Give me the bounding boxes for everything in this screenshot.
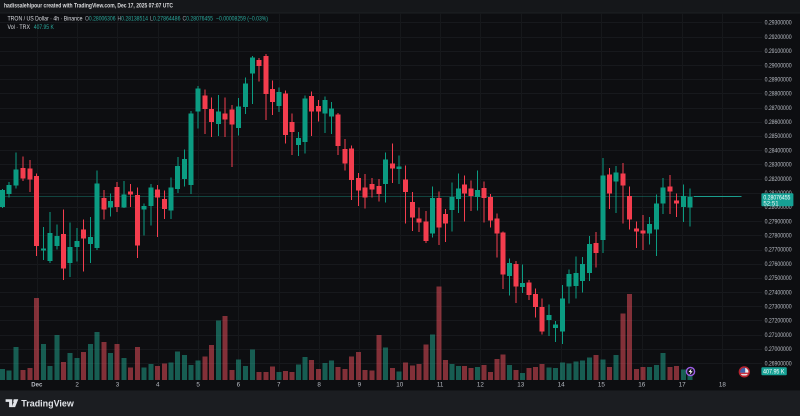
svg-text:TRON / US Dollar · 4h · Binanc: TRON / US Dollar · 4h · Binance bbox=[8, 16, 83, 23]
svg-text:Vol · TRX: Vol · TRX bbox=[8, 24, 31, 31]
svg-text:O0.28006306: O0.28006306 bbox=[85, 16, 116, 23]
svg-text:15: 15 bbox=[598, 382, 606, 389]
svg-text:0.28900000: 0.28900000 bbox=[765, 77, 792, 84]
svg-text:17: 17 bbox=[679, 382, 687, 389]
svg-text:12: 12 bbox=[477, 382, 485, 389]
svg-text:2: 2 bbox=[75, 382, 79, 389]
svg-text:0.27200000: 0.27200000 bbox=[765, 318, 792, 325]
svg-text:0.27800000: 0.27800000 bbox=[765, 233, 792, 240]
svg-text:10: 10 bbox=[396, 382, 404, 389]
svg-text:407.95 K: 407.95 K bbox=[34, 24, 55, 31]
svg-text:H0.28138514: H0.28138514 bbox=[118, 16, 149, 23]
svg-text:0.28300000: 0.28300000 bbox=[765, 162, 792, 169]
svg-text:0.27700000: 0.27700000 bbox=[765, 247, 792, 254]
svg-text:0.28400000: 0.28400000 bbox=[765, 147, 792, 154]
svg-text:C0.28076455: C0.28076455 bbox=[183, 16, 214, 23]
svg-text:0.27400000: 0.27400000 bbox=[765, 289, 792, 296]
svg-text:0.28200000: 0.28200000 bbox=[765, 176, 792, 183]
svg-text:0.28700000: 0.28700000 bbox=[765, 105, 792, 112]
svg-text:4: 4 bbox=[156, 382, 160, 389]
svg-text:5: 5 bbox=[196, 382, 200, 389]
svg-text:7: 7 bbox=[277, 382, 281, 389]
svg-text:16: 16 bbox=[638, 382, 646, 389]
svg-text:6: 6 bbox=[237, 382, 241, 389]
svg-text:0.28076455: 0.28076455 bbox=[763, 194, 790, 201]
svg-text:hadissalehipour created with T: hadissalehipour created with TradingView… bbox=[4, 3, 173, 10]
svg-text:TradingView: TradingView bbox=[21, 398, 74, 408]
svg-text:0.28600000: 0.28600000 bbox=[765, 119, 792, 126]
svg-text:18: 18 bbox=[719, 382, 727, 389]
svg-text:0.29300000: 0.29300000 bbox=[765, 20, 792, 27]
svg-text:0.27000000: 0.27000000 bbox=[765, 346, 792, 353]
svg-text:0.28500000: 0.28500000 bbox=[765, 133, 792, 140]
svg-text:0.29000000: 0.29000000 bbox=[765, 62, 792, 69]
svg-text:8: 8 bbox=[317, 382, 321, 389]
svg-text:407.95 K: 407.95 K bbox=[763, 370, 785, 376]
svg-text:13: 13 bbox=[517, 382, 525, 389]
svg-text:0.29100000: 0.29100000 bbox=[765, 48, 792, 55]
svg-text:11: 11 bbox=[437, 382, 444, 389]
svg-text:0.26900000: 0.26900000 bbox=[765, 360, 792, 367]
svg-text:0.28000000: 0.28000000 bbox=[765, 204, 792, 211]
svg-text:0.29200000: 0.29200000 bbox=[765, 34, 792, 41]
svg-text:−0.00008259 (−0.03%): −0.00008259 (−0.03%) bbox=[216, 16, 268, 23]
svg-text:0.27500000: 0.27500000 bbox=[765, 275, 792, 282]
svg-text:0.27900000: 0.27900000 bbox=[765, 218, 792, 225]
svg-text:14: 14 bbox=[558, 382, 566, 389]
svg-text:Dec: Dec bbox=[31, 383, 43, 389]
svg-text:0.28800000: 0.28800000 bbox=[765, 91, 792, 98]
svg-text:52:51: 52:51 bbox=[763, 200, 779, 207]
svg-text:0.27600000: 0.27600000 bbox=[765, 261, 792, 268]
svg-text:9: 9 bbox=[358, 382, 362, 389]
svg-text:L0.27864486: L0.27864486 bbox=[150, 16, 181, 23]
svg-text:0.27100000: 0.27100000 bbox=[765, 332, 792, 339]
svg-text:3: 3 bbox=[116, 382, 120, 389]
svg-text:0.27300000: 0.27300000 bbox=[765, 304, 792, 311]
